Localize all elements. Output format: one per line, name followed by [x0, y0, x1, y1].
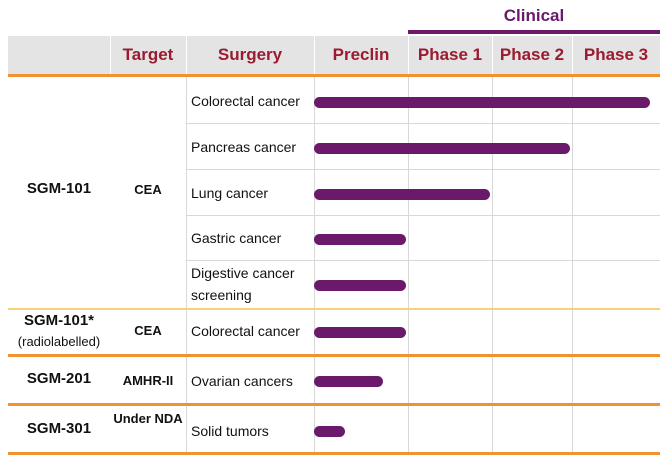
progress-bar [314, 280, 406, 291]
section-divider [8, 452, 660, 455]
product-name: SGM-101* [23, 312, 95, 329]
header-surgery: Surgery [217, 45, 283, 64]
progress-bar [314, 376, 383, 387]
target-label: AMHR-II [122, 373, 174, 388]
header-divider [408, 36, 409, 74]
header-phase1: Phase 1 [417, 45, 483, 64]
indication-label: Ovarian cancers [191, 373, 293, 389]
product-name: SGM-201 [26, 370, 92, 387]
progress-bar [314, 189, 490, 200]
indication-label: Colorectal cancer [191, 93, 300, 109]
row-divider [186, 260, 660, 261]
header-phase3: Phase 3 [583, 45, 649, 64]
header-divider [314, 36, 315, 74]
progress-bar [314, 234, 406, 245]
grid-line-surgery [186, 77, 187, 453]
header-row [8, 36, 660, 74]
grid-line-phase3 [572, 77, 573, 453]
target-label: CEA [134, 182, 162, 197]
section-divider-light [8, 308, 660, 310]
row-divider [186, 215, 660, 216]
indication-label: Solid tumors [191, 423, 269, 439]
row-divider [186, 123, 660, 124]
header-divider [572, 36, 573, 74]
target-label: CEA [134, 323, 162, 338]
grid-line-phase1 [408, 77, 409, 453]
clinical-label: Clinical [503, 6, 565, 25]
progress-bar [314, 327, 406, 338]
section-divider [8, 74, 660, 77]
header-divider [110, 36, 111, 74]
grid-line-preclin [314, 77, 315, 453]
indication-label: Colorectal cancer [191, 323, 300, 339]
indication-label: Gastric cancer [191, 230, 282, 246]
section-divider [8, 354, 660, 357]
indication-label: Digestive cancer screening [191, 265, 295, 303]
row-divider [186, 169, 660, 170]
section-divider [8, 403, 660, 406]
product-name: SGM-301 [26, 420, 92, 437]
indication-label: Pancreas cancer [191, 139, 297, 155]
header-divider [186, 36, 187, 74]
progress-bar [314, 97, 650, 108]
product-note: (radiolabelled) [17, 334, 101, 349]
progress-bar [314, 426, 345, 437]
header-divider [492, 36, 493, 74]
grid-line-phase2 [492, 77, 493, 453]
indication-label: Lung cancer [191, 185, 269, 201]
product-name: SGM-101 [26, 180, 92, 197]
header-phase2: Phase 2 [499, 45, 565, 64]
clinical-bracket-line [408, 30, 660, 34]
progress-bar [314, 143, 570, 154]
target-label: Under NDA [113, 411, 183, 426]
header-target: Target [122, 45, 174, 64]
header-preclin: Preclin [332, 45, 390, 64]
